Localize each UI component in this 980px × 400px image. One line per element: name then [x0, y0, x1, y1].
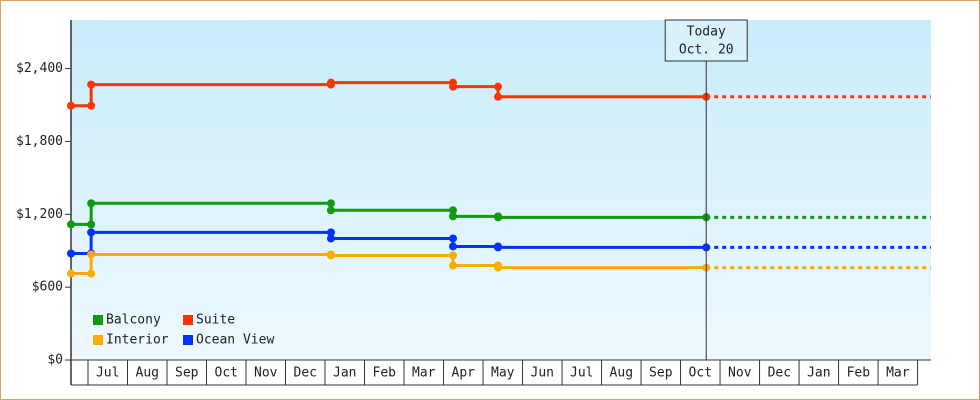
data-point — [449, 251, 458, 260]
x-tick-label: Aug — [610, 366, 633, 381]
x-tick-label: Oct — [215, 366, 238, 381]
data-point — [87, 101, 96, 110]
legend-label: Interior — [106, 333, 169, 348]
x-tick-label: Mar — [412, 366, 436, 381]
legend-swatch — [93, 315, 103, 325]
data-point — [326, 78, 335, 87]
data-point — [67, 220, 75, 229]
x-tick-label: Feb — [847, 366, 871, 381]
y-tick-label: $2,400 — [16, 61, 63, 76]
x-tick-label: Oct — [689, 366, 712, 381]
x-tick-label: Jul — [570, 366, 593, 381]
x-tick-label: Jan — [333, 366, 356, 381]
x-tick-label: Sep — [175, 366, 199, 381]
data-point — [326, 234, 335, 243]
x-tick-label: Jan — [807, 366, 830, 381]
data-point — [87, 250, 96, 259]
x-tick-label: Sep — [649, 366, 673, 381]
today-box — [664, 19, 748, 62]
series-line — [71, 81, 707, 108]
plot-area — [71, 20, 931, 360]
data-point — [494, 213, 503, 222]
data-point — [449, 206, 458, 215]
data-point — [67, 269, 75, 278]
y-tick-label: $600 — [32, 280, 63, 295]
x-tick-label: Dec — [294, 366, 317, 381]
data-point — [494, 263, 503, 272]
data-point — [87, 269, 96, 278]
x-tick-label: Dec — [768, 366, 791, 381]
data-point — [449, 234, 458, 243]
x-tick-label: Feb — [373, 366, 397, 381]
x-tick-label: Jun — [531, 366, 554, 381]
data-point — [326, 251, 335, 260]
data-point — [494, 82, 503, 91]
today-label: Oct. 20 — [679, 43, 734, 58]
data-point — [87, 80, 96, 89]
legend-label: Ocean View — [196, 333, 274, 348]
data-point — [326, 199, 335, 208]
data-point — [326, 206, 335, 215]
data-point — [326, 228, 335, 237]
legend-swatch — [93, 335, 103, 345]
data-point — [87, 220, 96, 229]
data-point — [67, 101, 75, 110]
data-point — [449, 212, 458, 221]
data-point — [449, 82, 458, 91]
x-tick-label: Apr — [452, 366, 476, 381]
data-point — [449, 242, 458, 251]
legend-swatch — [183, 315, 193, 325]
y-tick-label: $1,800 — [16, 134, 63, 149]
x-tick-label: Nov — [254, 366, 278, 381]
data-point — [67, 249, 75, 258]
data-point — [494, 243, 503, 252]
data-point — [87, 228, 96, 237]
x-tick-label: May — [491, 366, 515, 381]
y-tick-label: $1,200 — [16, 207, 63, 222]
x-tick-label: Nov — [728, 366, 752, 381]
data-point — [494, 92, 503, 101]
today-label: Today — [687, 25, 726, 40]
y-tick-label: $0 — [47, 353, 63, 368]
x-tick-label: Mar — [886, 366, 910, 381]
data-point — [449, 261, 458, 270]
x-tick-label: Aug — [136, 366, 159, 381]
legend-label: Balcony — [106, 313, 161, 328]
legend-swatch — [183, 335, 193, 345]
x-tick-label: Jul — [96, 366, 119, 381]
legend-label: Suite — [196, 313, 235, 328]
data-point — [87, 199, 96, 208]
